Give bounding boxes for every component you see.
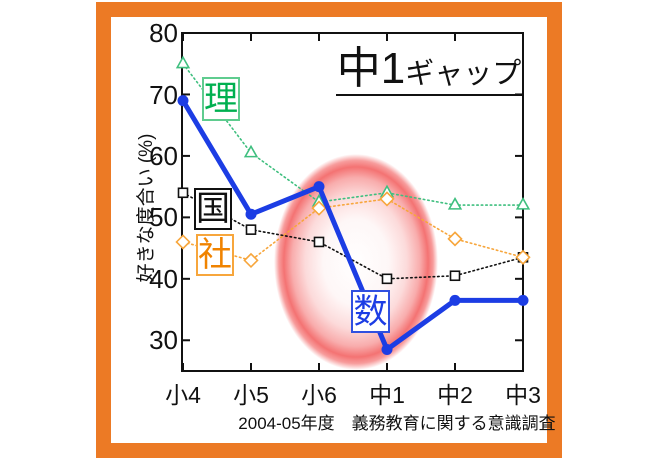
series-line-social-studies: [182, 198, 524, 262]
marker-science-中3: [515, 196, 531, 210]
marker-japanese-小5: [245, 224, 257, 235]
marker-japanese-中1: [381, 273, 393, 285]
x-tick-jhs1: 中1: [369, 382, 405, 408]
marker-science-小4: [175, 55, 191, 69]
chart-title-suffix: ギャップ: [405, 58, 522, 90]
series-social-studies: [175, 191, 531, 269]
x-tick-jhs2: 中2: [437, 382, 473, 408]
chart-title-main: 中1: [336, 44, 406, 93]
marker-japanese-小4: [177, 187, 189, 199]
marker-math-小4: [177, 95, 189, 107]
y-tick-80: 80: [149, 18, 178, 48]
x-tick-elem6: 小6: [301, 382, 337, 408]
source-caption: 2004-05年度 義務教育に関する意識調査: [238, 414, 556, 433]
marker-social-studies-中1: [379, 191, 395, 207]
marker-math-小5: [245, 208, 257, 220]
marker-science-中2: [447, 196, 463, 210]
series-line-math: [180, 98, 526, 352]
marker-japanese-小6: [313, 236, 325, 248]
marker-math-小6: [313, 181, 325, 193]
series-line-science: [182, 62, 524, 206]
marker-social-studies-中2: [447, 231, 463, 247]
x-tick-jhs3: 中3: [505, 382, 541, 408]
marker-math-中3: [517, 294, 529, 306]
marker-math-中2: [449, 294, 461, 306]
x-tick-elem4: 小4: [165, 382, 201, 408]
orange-frame: [96, 2, 562, 458]
chart-title-box: 中1 ギャップ: [336, 35, 522, 96]
series-label-social-studies: 社: [196, 234, 234, 276]
series-label-science: 理: [202, 77, 240, 121]
series-math: [177, 95, 529, 355]
x-tick-elem5: 小5: [233, 382, 269, 408]
y-tick-70: 70: [149, 80, 178, 110]
marker-social-studies-小4: [175, 234, 191, 250]
marker-social-studies-中3: [515, 249, 531, 265]
series-label-japanese: 国: [194, 188, 232, 230]
series-line-japanese: [182, 191, 524, 280]
marker-japanese-中2: [449, 270, 461, 282]
y-axis-title: 好きな度合い (%): [136, 133, 157, 283]
series-label-math: 数: [351, 290, 390, 333]
marker-social-studies-小5: [243, 252, 259, 269]
y-tick-30: 30: [149, 325, 178, 355]
y-tick-60: 60: [149, 141, 178, 171]
marker-math-中1: [381, 343, 393, 355]
y-tick-50: 50: [149, 202, 178, 232]
marker-science-小5: [243, 144, 259, 158]
marker-social-studies-小6: [311, 200, 327, 216]
y-tick-40: 40: [149, 264, 178, 294]
